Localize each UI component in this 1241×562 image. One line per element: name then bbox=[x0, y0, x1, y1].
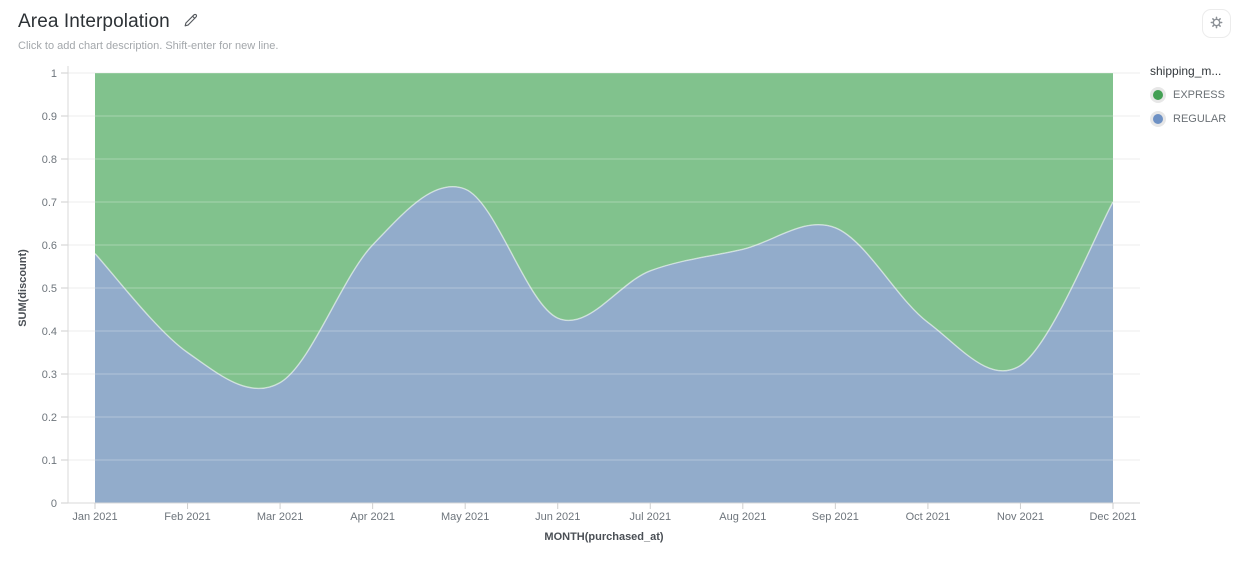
y-axis-title: SUM(discount) bbox=[17, 249, 29, 327]
x-tick-label: Feb 2021 bbox=[164, 511, 210, 523]
series-boundary-line bbox=[94, 186, 1114, 390]
chart-description-placeholder[interactable]: Click to add chart description. Shift-en… bbox=[18, 40, 279, 52]
y-tick-label: 1 bbox=[51, 68, 57, 80]
edit-title-button[interactable] bbox=[182, 12, 199, 32]
chart-header: Area Interpolation bbox=[18, 11, 199, 33]
y-tick-label: 0.4 bbox=[42, 326, 57, 338]
x-tick-label: Aug 2021 bbox=[719, 511, 766, 523]
y-tick-label: 0.5 bbox=[42, 283, 57, 295]
x-tick-label: Jan 2021 bbox=[72, 511, 117, 523]
gear-icon bbox=[1209, 15, 1224, 33]
settings-button[interactable] bbox=[1202, 9, 1231, 38]
y-tick-label: 0.2 bbox=[42, 412, 57, 424]
x-tick-label: Dec 2021 bbox=[1089, 511, 1136, 523]
x-tick-label: Oct 2021 bbox=[906, 511, 951, 523]
y-tick-label: 0.3 bbox=[42, 369, 57, 381]
x-tick-label: May 2021 bbox=[441, 511, 489, 523]
area-series-regular[interactable] bbox=[95, 186, 1113, 503]
legend-swatch-regular bbox=[1153, 114, 1163, 124]
y-tick-label: 0.9 bbox=[42, 111, 57, 123]
legend-label-regular: REGULAR bbox=[1173, 113, 1227, 125]
x-tick-label: Apr 2021 bbox=[350, 511, 395, 523]
area-series-express[interactable] bbox=[95, 73, 1113, 389]
y-tick-label: 0.6 bbox=[42, 240, 57, 252]
legend: shipping_m... EXPRESS REGULAR bbox=[1150, 64, 1240, 137]
y-tick-label: 0.1 bbox=[42, 455, 57, 467]
pencil-icon bbox=[182, 12, 199, 32]
y-tick-label: 0 bbox=[51, 498, 57, 510]
legend-swatch-express bbox=[1153, 90, 1163, 100]
chart-title[interactable]: Area Interpolation bbox=[18, 11, 170, 32]
legend-item-regular[interactable]: REGULAR bbox=[1150, 113, 1240, 125]
x-tick-label: Mar 2021 bbox=[257, 511, 303, 523]
x-axis-title: MONTH(purchased_at) bbox=[544, 531, 664, 543]
x-tick-label: Nov 2021 bbox=[997, 511, 1044, 523]
legend-item-express[interactable]: EXPRESS bbox=[1150, 89, 1240, 101]
x-tick-label: Jul 2021 bbox=[629, 511, 671, 523]
legend-title: shipping_m... bbox=[1150, 64, 1222, 78]
y-tick-label: 0.8 bbox=[42, 154, 57, 166]
x-tick-label: Sep 2021 bbox=[812, 511, 859, 523]
x-tick-label: Jun 2021 bbox=[535, 511, 580, 523]
y-tick-label: 0.7 bbox=[42, 197, 57, 209]
legend-label-express: EXPRESS bbox=[1173, 89, 1225, 101]
